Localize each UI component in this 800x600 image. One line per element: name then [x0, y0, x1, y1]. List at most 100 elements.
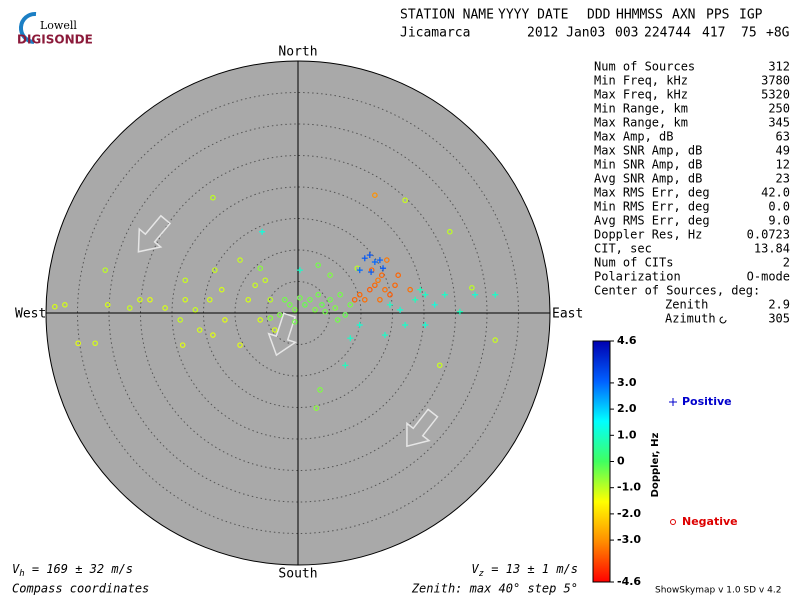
stat-value: 312 — [768, 60, 790, 74]
source-plus — [472, 291, 479, 298]
source-circle — [377, 296, 383, 303]
stat-value: 250 — [768, 102, 790, 116]
source-circle — [342, 312, 349, 318]
source-circle — [317, 387, 323, 393]
source-circle — [237, 257, 243, 263]
source-plus — [361, 255, 368, 262]
footer: ShowSkymap v 1.0 SD v 4.2 — [655, 586, 781, 596]
source-circle — [292, 319, 298, 325]
source-circle — [347, 302, 354, 308]
colorbar-label: Doppler, Hz — [650, 433, 661, 498]
source-circle — [302, 302, 308, 308]
stat-label: Avg SNR Amp, dB — [594, 172, 702, 186]
velocity-arrows — [137, 214, 439, 448]
source-circle — [196, 327, 203, 333]
source-circle — [327, 272, 333, 279]
compass-south: South — [278, 567, 317, 582]
source-plus — [492, 291, 499, 298]
legend-marker — [669, 398, 677, 406]
source-circle — [192, 307, 199, 313]
stat-label: Num of CITs — [594, 256, 673, 270]
source-circle — [387, 291, 393, 298]
stat-label: Min SNR Amp, dB — [594, 158, 702, 172]
source-circle — [257, 265, 264, 272]
source-circle — [372, 192, 378, 198]
source-circle — [384, 257, 390, 263]
colorbar-tick-label: 4.6 — [617, 334, 637, 347]
source-circle — [177, 317, 183, 323]
compass-west: West — [15, 307, 46, 322]
source-plus — [356, 321, 363, 328]
source-plus — [412, 296, 419, 303]
header-column: YYYY DATE — [498, 8, 568, 23]
source-plus — [381, 332, 388, 339]
source-circle — [92, 340, 98, 347]
source-circle — [207, 296, 213, 303]
vh-sub: h — [19, 569, 24, 579]
stat-value: 2 — [783, 256, 790, 270]
header-value: 417 — [702, 26, 725, 41]
compass-east: East — [552, 307, 583, 322]
stat-value: 345 — [768, 116, 790, 130]
velocity-arrow — [137, 214, 172, 253]
colorbar-tick-label: 1.0 — [617, 428, 637, 441]
source-plus — [422, 321, 429, 328]
vz-sub: z — [479, 569, 484, 579]
source-circle — [372, 282, 378, 289]
source-circle — [447, 228, 453, 235]
stat-value: 49 — [776, 144, 790, 158]
colorbar-tick-label: 2.0 — [617, 402, 637, 415]
header-column: AXN — [672, 8, 695, 23]
source-plus — [296, 267, 303, 274]
header-value: 003 — [615, 26, 638, 41]
vh-text: Vh = 169 ± 32 m/s — [12, 562, 133, 579]
source-circle — [104, 302, 111, 308]
header-column: PPS — [706, 8, 729, 23]
stat-value: 0.0 — [768, 200, 790, 214]
logo-swirl — [18, 11, 37, 44]
source-circle — [407, 286, 413, 293]
stat-label: Center of Sources, deg: — [594, 284, 760, 298]
source-circle — [378, 272, 385, 279]
source-circle — [337, 291, 344, 298]
colorbar-tick-label: 0 — [617, 455, 625, 468]
source-circle — [402, 197, 408, 204]
source-circle — [492, 337, 498, 343]
stat-label: Num of Sources — [594, 60, 695, 74]
stat-label: Min Range, km — [594, 102, 688, 116]
source-plus — [397, 306, 404, 313]
stat-label: Min Freq, kHz — [594, 74, 688, 88]
stat-label: Max Freq, kHz — [594, 88, 688, 102]
vh-symbol: V — [12, 562, 20, 576]
stat-value: 42.0 — [761, 186, 790, 200]
source-circle — [182, 296, 189, 303]
source-plus — [376, 257, 383, 264]
source-plus — [417, 286, 424, 293]
source-plus — [422, 291, 429, 298]
stat-label: Max Amp, dB — [594, 130, 673, 144]
source-circle — [102, 267, 109, 273]
velocity-arrow — [406, 408, 439, 448]
source-circle — [218, 286, 225, 293]
header-value: 224744 — [644, 26, 691, 41]
header-value: +8G — [766, 26, 790, 41]
source-circle — [276, 312, 283, 318]
stat-value: 9.0 — [768, 214, 790, 228]
stat-label: CIT, sec — [594, 242, 652, 256]
source-circle — [147, 296, 153, 303]
source-circle — [210, 332, 216, 338]
source-circle — [262, 277, 269, 284]
legend-marker — [670, 519, 676, 525]
colorbar-tick-label: -3.0 — [617, 533, 641, 546]
source-plus — [431, 301, 438, 308]
vz-value: = 13 ± 1 m/s — [484, 562, 578, 576]
header-column: HHMMSS — [616, 8, 663, 23]
source-plus — [441, 291, 448, 298]
legend-label: Negative — [682, 515, 738, 528]
source-plus — [456, 308, 463, 315]
header-column: IGP — [739, 8, 763, 23]
legend-label: Positive — [682, 395, 732, 408]
source-circle — [237, 342, 243, 348]
source-circle — [367, 286, 373, 293]
